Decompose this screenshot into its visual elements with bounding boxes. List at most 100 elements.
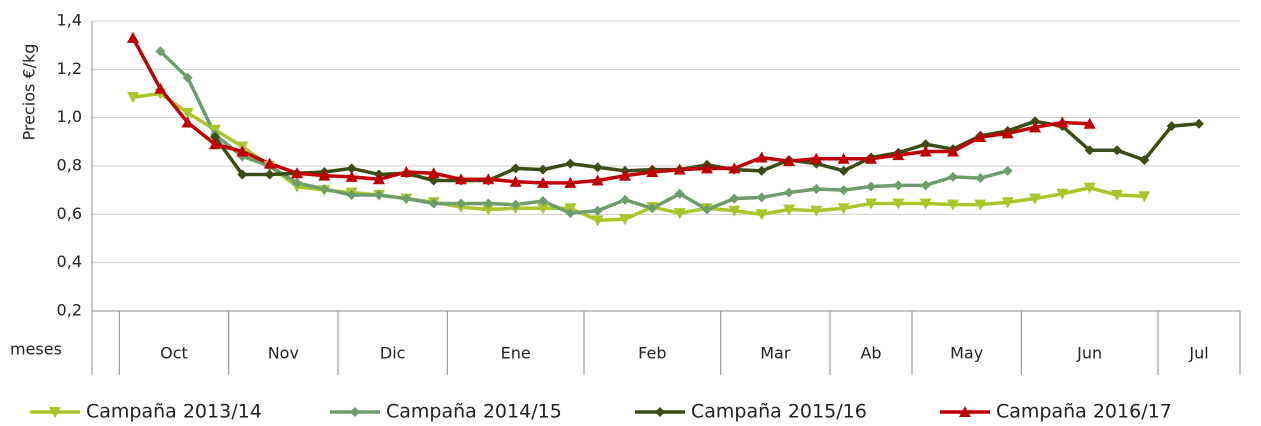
- x-tick-label: Feb: [638, 344, 666, 363]
- data-point: [1138, 191, 1151, 203]
- data-point: [210, 132, 220, 142]
- data-point: [127, 31, 139, 43]
- data-point: [811, 183, 822, 194]
- data-point: [591, 215, 604, 227]
- data-point: [920, 139, 931, 150]
- data-point: [783, 204, 795, 216]
- x-tick-label: Oct: [160, 344, 188, 363]
- y-tick-label: 0,6: [57, 204, 82, 223]
- data-point: [373, 173, 385, 185]
- data-point: [837, 203, 850, 215]
- data-point: [538, 164, 548, 175]
- data-point: [647, 203, 658, 214]
- data-point: [865, 198, 877, 210]
- data-point: [482, 204, 495, 216]
- data-point: [947, 199, 959, 211]
- data-point: [456, 198, 466, 209]
- data-point: [1083, 182, 1096, 194]
- data-point: [509, 175, 522, 187]
- data-point: [838, 165, 849, 176]
- data-point: [838, 185, 849, 196]
- data-point: [401, 193, 412, 204]
- data-point: [728, 205, 741, 217]
- data-point: [619, 214, 631, 226]
- x-tick-label: Dic: [380, 344, 406, 363]
- data-point: [510, 163, 521, 174]
- data-point: [866, 181, 876, 192]
- y-axis-label: Precios €/kg: [20, 44, 39, 141]
- x-tick-label: Ab: [860, 344, 881, 363]
- series-line: [131, 37, 1090, 185]
- legend-label: Campaña 2013/14: [86, 401, 262, 423]
- data-point: [236, 145, 249, 157]
- legend-label: Campaña 2015/16: [691, 401, 867, 423]
- data-point: [892, 198, 905, 210]
- data-point: [346, 163, 357, 174]
- legend-marker: [350, 407, 360, 417]
- data-point: [893, 180, 904, 191]
- data-point: [1029, 193, 1041, 205]
- data-point: [729, 193, 740, 204]
- data-point: [892, 149, 905, 161]
- data-point: [920, 180, 931, 191]
- data-point: [837, 152, 850, 164]
- data-point: [810, 152, 823, 164]
- data-point: [482, 173, 495, 185]
- data-point: [674, 188, 685, 199]
- legend-label: Campaña 2014/15: [386, 401, 562, 423]
- y-tick-label: 1,4: [57, 11, 82, 30]
- data-point: [1111, 190, 1123, 201]
- data-point: [237, 169, 248, 180]
- series-line: [159, 49, 1009, 215]
- data-point: [537, 203, 549, 215]
- data-point: [428, 198, 439, 209]
- data-point: [1029, 121, 1041, 133]
- data-point: [1166, 121, 1177, 132]
- legend-marker: [655, 407, 665, 417]
- data-point: [1056, 188, 1069, 200]
- data-point: [919, 145, 932, 157]
- x-tick-label: Mar: [760, 344, 791, 363]
- data-point: [1002, 165, 1013, 176]
- x-tick-label: Ene: [501, 344, 531, 363]
- data-point: [646, 166, 659, 178]
- data-point: [155, 46, 166, 57]
- data-point: [565, 208, 576, 219]
- data-point: [346, 190, 357, 200]
- y-tick-label: 0,2: [57, 301, 82, 320]
- data-point: [673, 163, 686, 175]
- data-point: [701, 162, 713, 174]
- x-tick-label: May: [950, 344, 983, 363]
- y-tick-label: 0,8: [57, 156, 82, 175]
- data-point: [592, 205, 603, 216]
- data-point: [620, 194, 630, 205]
- data-point: [756, 192, 767, 203]
- data-point: [919, 198, 932, 210]
- data-point: [292, 177, 302, 188]
- data-point: [345, 170, 358, 182]
- x-tick-label: Jun: [1076, 344, 1102, 363]
- data-point: [455, 173, 467, 185]
- data-point: [209, 138, 221, 150]
- data-point: [1056, 116, 1069, 128]
- data-point: [565, 158, 576, 169]
- data-point: [483, 198, 494, 209]
- data-point: [1001, 127, 1014, 139]
- data-point: [947, 145, 959, 157]
- data-point: [619, 169, 631, 181]
- data-point: [181, 116, 194, 128]
- data-point: [1084, 145, 1095, 156]
- y-tick-label: 0,4: [57, 252, 82, 271]
- data-point: [538, 196, 548, 207]
- legend-label: Campaña 2016/17: [996, 401, 1172, 423]
- legend-marker: [49, 407, 61, 418]
- data-point: [319, 183, 330, 194]
- data-point: [755, 209, 768, 221]
- data-point: [291, 167, 303, 179]
- data-point: [537, 176, 549, 188]
- data-point: [510, 199, 521, 210]
- data-point: [263, 157, 276, 169]
- data-point: [948, 171, 958, 182]
- y-tick-label: 1,2: [57, 59, 82, 78]
